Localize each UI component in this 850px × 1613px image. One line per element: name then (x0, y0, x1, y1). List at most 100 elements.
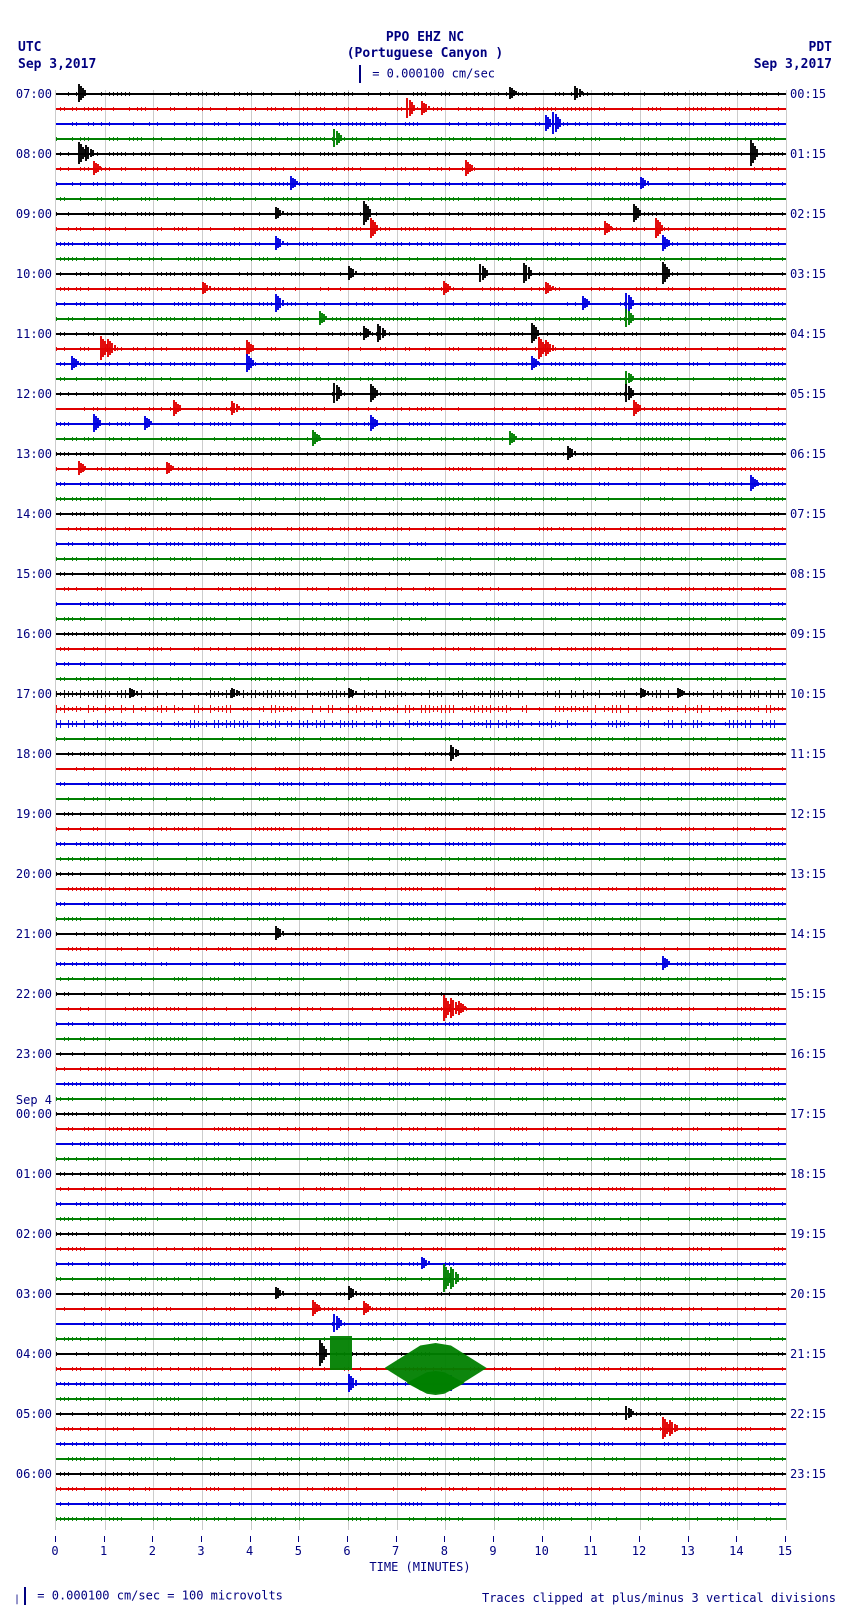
seismic-spike (179, 405, 181, 410)
pdt-time-label: 23:15 (786, 1467, 826, 1481)
footer-left-text: = 0.000100 cm/sec = 100 microvolts (37, 1589, 283, 1603)
trace-noise (56, 737, 786, 742)
pdt-time-label: 05:15 (786, 387, 826, 401)
x-tick (493, 1536, 494, 1542)
seismic-spike (588, 301, 590, 306)
trace-row (56, 678, 786, 680)
pdt-time-label: 17:15 (786, 1107, 826, 1121)
trace-noise (56, 812, 786, 817)
x-tick-label: 8 (441, 1544, 448, 1558)
trace-noise (56, 932, 786, 937)
trace-row (56, 1518, 786, 1520)
scale-line: = 0.000100 cm/sec (0, 65, 850, 83)
trace-noise (56, 962, 786, 967)
trace-row (56, 258, 786, 260)
seismic-spike (84, 466, 86, 471)
seismic-spike (282, 300, 284, 306)
trace-noise (56, 527, 786, 532)
utc-time-label: 06:00 (16, 1467, 56, 1481)
utc-time-label: 20:00 (16, 867, 56, 881)
trace-row (56, 483, 786, 485)
trace-row (56, 768, 786, 770)
utc-time-label: 12:00 (16, 387, 56, 401)
seismic-spike (683, 691, 685, 694)
trace-noise (56, 842, 786, 847)
pdt-time-label: 21:15 (786, 1347, 826, 1361)
trace-noise (56, 1187, 786, 1192)
footer-right: Traces clipped at plus/minus 3 vertical … (482, 1591, 836, 1605)
left-date: Sep 3,2017 (18, 57, 96, 72)
trace-row (56, 1188, 786, 1190)
trace-noise (56, 422, 786, 427)
trace-row (56, 528, 786, 530)
seismic-spike (376, 390, 378, 396)
seismic-spike (282, 211, 284, 215)
trace-noise (56, 92, 786, 97)
trace-noise (56, 1007, 786, 1012)
utc-time-label: 04:00 (16, 1347, 56, 1361)
seismic-spike (325, 316, 327, 321)
seismic-spike (610, 226, 612, 231)
trace-noise (56, 1037, 786, 1042)
trace-noise (56, 1397, 786, 1402)
pdt-time-label: 15:15 (786, 987, 826, 1001)
seismic-spike (668, 240, 670, 245)
trace-noise (56, 1157, 786, 1162)
seismic-spike (376, 225, 378, 232)
seismic-spike (114, 345, 116, 351)
trace-row (56, 1443, 786, 1445)
trace-noise (56, 182, 786, 187)
x-tick-label: 9 (489, 1544, 496, 1558)
trace-noise (56, 887, 786, 892)
trace-noise (56, 317, 786, 322)
seismic-spike (552, 120, 554, 125)
seismic-spike (318, 1305, 320, 1310)
station-subtitle: (Portuguese Canyon ) (0, 46, 850, 62)
trace-noise (56, 302, 786, 307)
trace-row: 07:0000:15 (56, 93, 786, 95)
scale-bar-icon (359, 65, 361, 83)
trace-row (56, 1068, 786, 1070)
trace-noise (56, 452, 786, 457)
x-tick-label: 1 (100, 1544, 107, 1558)
x-tick (298, 1536, 299, 1542)
trace-noise (56, 1022, 786, 1027)
utc-time-label: 00:00 (16, 1107, 56, 1121)
utc-time-label: 21:00 (16, 927, 56, 941)
seismic-spike (756, 149, 758, 158)
trace-row (56, 1203, 786, 1205)
trace-noise (56, 1472, 786, 1477)
trace-row (56, 243, 786, 245)
utc-time-label: 17:00 (16, 687, 56, 701)
trace-noise (56, 917, 786, 922)
x-tick-label: 5 (295, 1544, 302, 1558)
seismic-spike (537, 330, 539, 337)
trace-noise (56, 497, 786, 502)
trace-noise (56, 1142, 786, 1147)
utc-time-label: 01:00 (16, 1167, 56, 1181)
seismic-spike (136, 691, 138, 694)
trace-noise (56, 587, 786, 592)
trace-row (56, 588, 786, 590)
trace-row: 05:0022:15 (56, 1413, 786, 1415)
trace-row: 00:00Sep 417:15 (56, 1113, 786, 1115)
trace-noise (56, 1487, 786, 1492)
station-title: PPO EHZ NC (0, 30, 850, 46)
x-tick (347, 1536, 348, 1542)
trace-noise (56, 1097, 786, 1102)
trace-noise (56, 1502, 786, 1507)
seismic-spike (639, 210, 641, 216)
seismic-spike (369, 331, 371, 336)
right-date: Sep 3,2017 (754, 57, 832, 72)
trace-noise (56, 362, 786, 367)
trace-noise (56, 122, 786, 127)
pdt-time-label: 04:15 (786, 327, 826, 341)
trace-row: 23:0016:15 (56, 1053, 786, 1055)
trace-noise (56, 347, 786, 352)
trace-noise (56, 720, 786, 729)
x-tick-label: 10 (534, 1544, 548, 1558)
trace-row (56, 1218, 786, 1220)
utc-time-label: 08:00 (16, 147, 56, 161)
trace-row (56, 1323, 786, 1325)
pdt-time-label: 22:15 (786, 1407, 826, 1421)
